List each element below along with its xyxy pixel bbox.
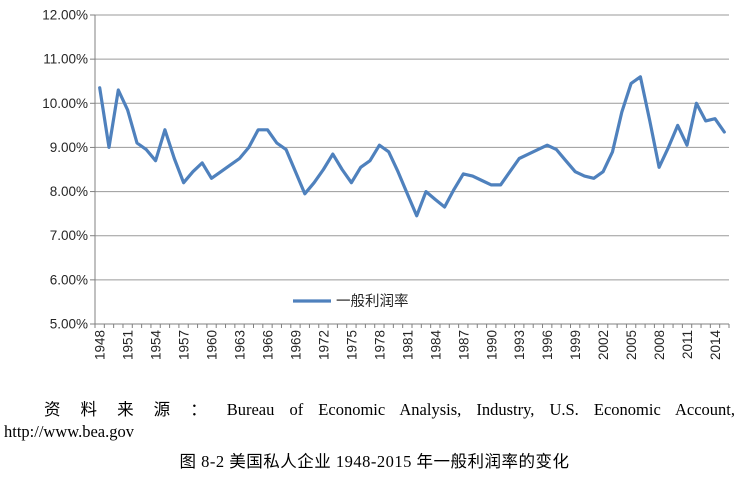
below-chart-text: 资 料 来 源 ： Bureau of Economic Analysis, I… xyxy=(0,399,749,472)
y-axis-label: 8.00% xyxy=(50,184,88,199)
y-axis-label: 5.00% xyxy=(50,317,88,332)
x-axis-label: 1981 xyxy=(400,330,415,360)
y-axis-label: 7.00% xyxy=(50,228,88,243)
x-axis-label: 1963 xyxy=(233,330,248,360)
x-axis-label: 2014 xyxy=(708,330,723,361)
source-note-url: http://www.bea.gov xyxy=(4,421,134,441)
x-axis-label: 1948 xyxy=(93,330,108,360)
x-axis-labels: 1948 1951 1954 1957 1960 1963 1966 1969 1972 1975… xyxy=(93,330,723,361)
x-axis-label: 1951 xyxy=(121,330,136,360)
profit-rate-chart: 5.00% 6.00% 7.00% 8.00% 9.00% 10.00% 11.00% 12.… xyxy=(42,8,730,361)
legend-label: 一般利润率 xyxy=(336,293,409,310)
y-axis-label: 10.00% xyxy=(42,96,88,111)
x-axis-label: 1978 xyxy=(372,330,387,360)
figure-caption: 图 8-2 美国私人企业 1948-2015 年一般利润率的变化 xyxy=(179,452,570,472)
x-axis-label: 2002 xyxy=(596,330,611,360)
y-axis-label: 6.00% xyxy=(50,272,88,287)
x-axis-label: 1972 xyxy=(316,330,331,360)
x-axis-label: 1960 xyxy=(205,330,220,360)
x-axis-label: 2005 xyxy=(624,330,639,360)
x-axis-label: 2008 xyxy=(652,330,667,360)
x-axis-label: 1993 xyxy=(512,330,527,360)
x-axis-label: 1984 xyxy=(428,330,443,361)
x-axis-label: 1987 xyxy=(456,330,471,360)
profit-rate-line xyxy=(98,75,726,218)
x-axis-label: 1969 xyxy=(288,330,303,360)
x-axis-label: 1975 xyxy=(344,330,359,360)
y-axis-label: 9.00% xyxy=(50,140,88,155)
x-axis-label: 1954 xyxy=(149,330,164,361)
source-note-line1: 资 料 来 源 ： Bureau of Economic Analysis, I… xyxy=(44,400,735,419)
x-axis-label: 1999 xyxy=(568,330,583,360)
axes xyxy=(90,14,730,328)
gridlines xyxy=(95,14,729,325)
y-axis-label: 12.00% xyxy=(42,8,88,23)
x-axis-label: 1957 xyxy=(177,330,192,360)
x-axis-label: 2011 xyxy=(680,330,695,359)
x-axis-label: 1990 xyxy=(484,330,499,360)
y-axis-labels: 5.00% 6.00% 7.00% 8.00% 9.00% 10.00% 11.00% 12.… xyxy=(42,8,88,332)
x-axis-label: 1966 xyxy=(260,330,275,360)
x-axis-label: 1996 xyxy=(540,330,555,360)
legend: 一般利润率 xyxy=(293,293,409,310)
y-axis-label: 11.00% xyxy=(43,52,88,67)
